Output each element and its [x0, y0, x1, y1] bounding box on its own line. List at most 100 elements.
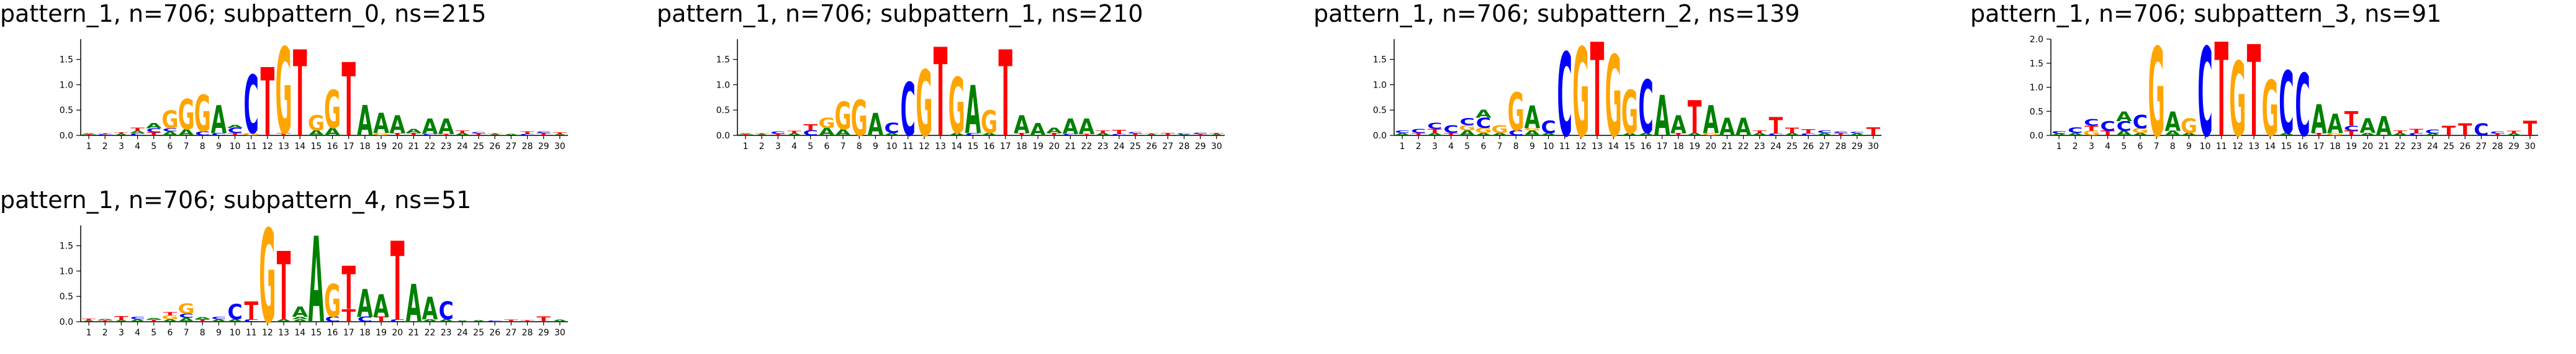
- logo-letter-C: C: [244, 60, 259, 152]
- logo-letter-A: A: [1014, 110, 1030, 138]
- logo-letter-T: T: [196, 319, 210, 323]
- x-tick-label: 6: [167, 328, 173, 338]
- logo-letter-T: T: [82, 134, 96, 136]
- logo-letter-C: C: [965, 132, 980, 137]
- panel-title: pattern_1, n=706; subpattern_4, ns=51: [0, 186, 472, 214]
- x-tick-label: 20: [392, 328, 403, 338]
- x-tick-label: 1: [86, 328, 92, 338]
- y-tick-label: 0.0: [60, 131, 73, 141]
- logo-letter-T: T: [439, 134, 453, 136]
- logo-letter-A: A: [2116, 129, 2132, 137]
- logo-letter-T: T: [520, 320, 534, 322]
- logo-letter-A: A: [1849, 133, 1866, 136]
- logo-letter-G: G: [818, 115, 835, 131]
- logo-letter-A: A: [406, 275, 422, 335]
- logo-letter-C: C: [2425, 129, 2440, 135]
- logo-letter-G: G: [275, 34, 292, 155]
- logo-letter-A: A: [1784, 132, 1800, 137]
- x-tick-label: 11: [903, 142, 914, 152]
- logo-letter-A: A: [422, 291, 438, 327]
- logo-letter-C: C: [1541, 117, 1556, 137]
- logo-letter-T: T: [114, 315, 128, 322]
- logo-letter-A: A: [1475, 132, 1492, 137]
- logo-letter-C: C: [422, 134, 437, 136]
- x-tick-label: 7: [840, 142, 846, 152]
- logo-letter-C: C: [227, 300, 242, 324]
- x-tick-label: 29: [1852, 142, 1863, 152]
- y-tick-label: 1.5: [60, 55, 73, 65]
- logo-letter-A: A: [2116, 109, 2132, 124]
- logo-letter-T: T: [1834, 132, 1849, 137]
- x-tick-label: 24: [2427, 142, 2438, 152]
- logo-letter-T: T: [1785, 127, 1799, 135]
- logo-letter-T: T: [803, 123, 818, 132]
- logo-letter-T: T: [755, 133, 769, 135]
- logo-panel-subpattern-1: pattern_1, n=706; subpattern_1, ns=210 0…: [657, 0, 1234, 155]
- y-tick-label: 0.0: [2030, 131, 2043, 141]
- logo-letter-G: G: [178, 91, 195, 139]
- logo-letter-T: T: [771, 134, 785, 136]
- logo-letter-T: T: [1047, 132, 1062, 137]
- logo-letter-A: A: [1638, 132, 1654, 137]
- x-tick-label: 25: [1130, 142, 1141, 152]
- logo-letter-A: A: [130, 319, 146, 323]
- x-tick-label: 18: [1673, 142, 1684, 152]
- x-tick-label: 26: [1803, 142, 1814, 152]
- logo-letter-C: C: [1801, 133, 1816, 136]
- logo-letter-C: C: [2084, 117, 2099, 128]
- logo-letter-T: T: [277, 232, 291, 341]
- logo-letter-C: C: [1460, 117, 1475, 128]
- logo-letter-A: A: [2376, 111, 2392, 142]
- logo-letter-A: A: [786, 133, 803, 136]
- x-tick-label: 3: [119, 142, 124, 152]
- logo-letter-A: A: [2359, 115, 2376, 138]
- x-tick-label: 30: [2524, 142, 2536, 152]
- x-tick-label: 8: [200, 328, 205, 338]
- logo-letter-C: C: [2490, 131, 2505, 134]
- logo-letter-A: A: [325, 126, 341, 138]
- logo-letter-G: G: [916, 52, 932, 155]
- logo-letter-A: A: [373, 107, 389, 140]
- logo-letter-A: A: [1670, 110, 1687, 138]
- logo-letter-C: C: [1768, 133, 1783, 136]
- logo-letter-T: T: [114, 132, 128, 134]
- x-tick-label: 19: [1689, 142, 1700, 152]
- x-tick-label: 24: [457, 142, 468, 152]
- x-tick-label: 4: [2105, 142, 2110, 152]
- x-tick-label: 26: [489, 328, 500, 338]
- logo-letter-A: A: [227, 124, 243, 129]
- logo-letter-A: A: [292, 316, 308, 320]
- logo-letter-T: T: [1079, 134, 1094, 136]
- x-tick-label: 29: [538, 142, 549, 152]
- logo-letter-T: T: [2084, 124, 2099, 132]
- x-tick-label: 26: [1146, 142, 1157, 152]
- x-tick-label: 18: [1016, 142, 1027, 152]
- logo-letter-A: A: [178, 128, 194, 137]
- x-tick-label: 9: [216, 142, 222, 152]
- logo-letter-G: G: [373, 132, 390, 137]
- logo-letter-C: C: [179, 312, 194, 319]
- logo-letter-G: G: [1621, 78, 1638, 147]
- logo-letter-A: A: [2311, 96, 2327, 142]
- x-tick-label: 7: [184, 142, 189, 152]
- logo-letter-G: G: [948, 63, 965, 152]
- x-tick-label: 20: [1048, 142, 1060, 152]
- logo-letter-G: G: [324, 80, 341, 140]
- logo-letter-A: A: [357, 98, 373, 145]
- logo-letter-T: T: [504, 319, 518, 322]
- logo-letter-A: A: [146, 318, 163, 320]
- x-tick-label: 16: [327, 142, 338, 152]
- logo-letter-T: T: [2490, 133, 2505, 136]
- logo-letter-G: G: [1572, 34, 1589, 155]
- logo-letter-T: T: [2409, 128, 2423, 134]
- logo-letter-A: A: [1063, 114, 1079, 138]
- logo-letter-G: G: [2148, 34, 2164, 155]
- x-tick-label: 25: [473, 328, 484, 338]
- y-tick-label: 0.5: [1373, 106, 1387, 116]
- logo-letter-T: T: [1096, 130, 1110, 134]
- x-tick-label: 23: [2411, 142, 2422, 152]
- logo-letter-C: C: [487, 320, 502, 322]
- x-tick-label: 5: [151, 142, 156, 152]
- logo-letter-G: G: [1459, 124, 1475, 132]
- x-tick-label: 14: [2264, 142, 2276, 152]
